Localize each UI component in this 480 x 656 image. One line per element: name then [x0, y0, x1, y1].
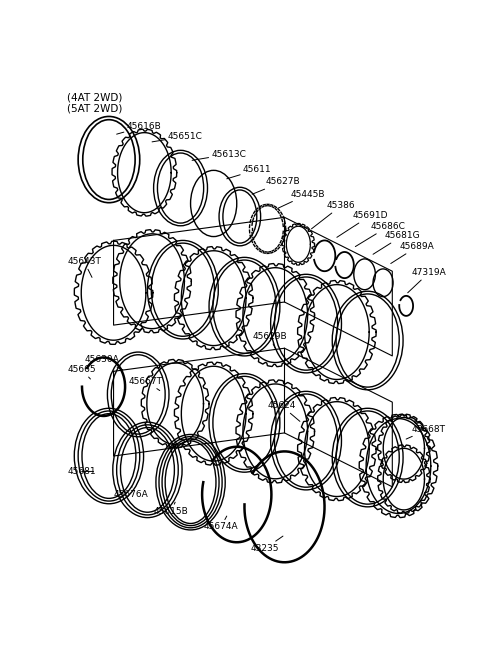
Text: 45676A: 45676A [114, 487, 148, 499]
Text: 45668T: 45668T [406, 424, 445, 439]
Text: (5AT 2WD): (5AT 2WD) [67, 104, 123, 113]
Text: 45681: 45681 [67, 467, 96, 476]
Text: 45674A: 45674A [204, 516, 238, 531]
Text: (4AT 2WD): (4AT 2WD) [67, 92, 123, 102]
Text: 45689A: 45689A [391, 242, 435, 264]
Text: 47319A: 47319A [408, 268, 446, 293]
Text: 45616B: 45616B [117, 122, 161, 134]
Text: 45667T: 45667T [129, 377, 163, 390]
Text: 45611: 45611 [227, 165, 272, 179]
Text: 45386: 45386 [312, 201, 356, 229]
Text: 45681G: 45681G [373, 232, 420, 255]
Text: 45651C: 45651C [152, 132, 203, 142]
Text: 45643T: 45643T [67, 257, 101, 277]
Text: 45629B: 45629B [252, 332, 287, 348]
Text: 45691D: 45691D [337, 211, 388, 237]
Text: 45624: 45624 [267, 401, 300, 421]
Text: 45627B: 45627B [252, 177, 300, 194]
Text: 43235: 43235 [251, 536, 283, 553]
Text: 45615B: 45615B [154, 502, 188, 516]
Text: 45686C: 45686C [355, 222, 406, 247]
Text: 45630A: 45630A [84, 356, 123, 370]
Text: 45445B: 45445B [278, 190, 325, 208]
Text: 45613C: 45613C [192, 150, 246, 160]
Text: 45665: 45665 [67, 365, 96, 379]
